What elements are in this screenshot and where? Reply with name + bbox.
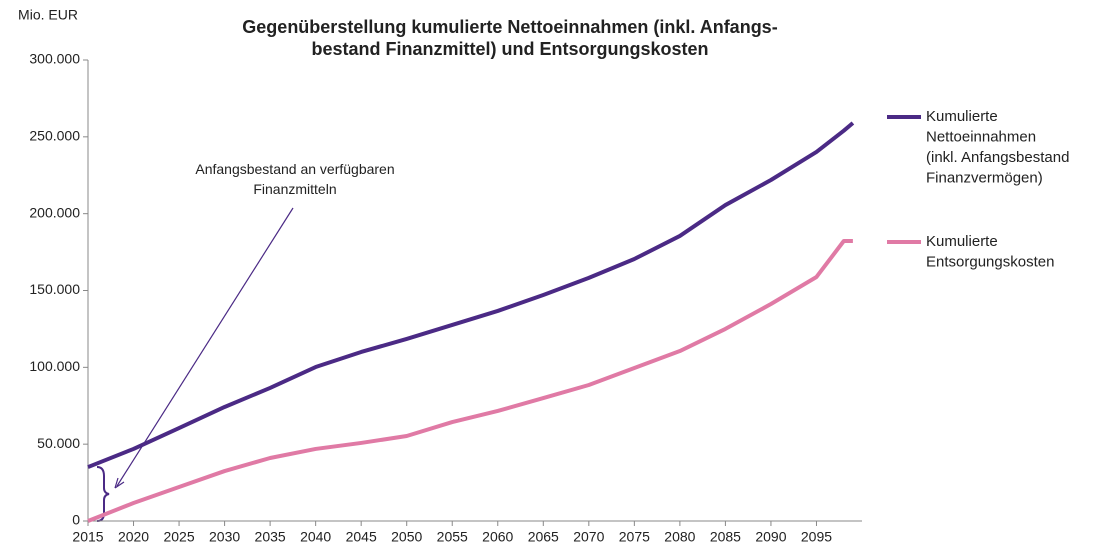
y-tick-label: 300.000 — [29, 51, 80, 67]
x-tick-label: 2060 — [482, 529, 513, 545]
y-tick-label: 100.000 — [29, 358, 80, 374]
x-tick-label: 2070 — [573, 529, 604, 545]
x-tick-label: 2065 — [528, 529, 559, 545]
y-axis-label: Mio. EUR — [18, 7, 78, 23]
x-tick-label: 2085 — [710, 529, 741, 545]
series-line — [87, 121, 855, 469]
x-tick-label: 2055 — [437, 529, 468, 545]
x-tick-label: 2040 — [300, 529, 331, 545]
x-tick-label: 2020 — [118, 529, 149, 545]
arrow-head — [114, 477, 125, 489]
annotation-arrow — [116, 207, 294, 487]
x-tick-label: 2090 — [755, 529, 786, 545]
legend-label: Kumulierte Entsorgungskosten — [926, 233, 1054, 271]
annotation: Anfangsbestand an verfügbaren Finanzmitte… — [195, 161, 394, 197]
x-tick-label: 2095 — [801, 529, 832, 545]
x-tick-label: 2080 — [664, 529, 695, 545]
x-tick-label: 2050 — [391, 529, 422, 545]
y-tick-label: 200.000 — [29, 204, 80, 220]
y-tick-label: 50.000 — [37, 435, 80, 451]
chart-title: Gegenüberstellung kumulierte Nettoeinnah… — [242, 17, 777, 59]
series-line — [87, 239, 853, 523]
x-tick-label: 2045 — [346, 529, 377, 545]
y-tick-label: 150.000 — [29, 281, 80, 297]
legend-label: Kumulierte Nettoeinnahmen (inkl. Anfangsbe… — [926, 108, 1069, 187]
x-tick-label: 2025 — [163, 529, 194, 545]
x-tick-label: 2015 — [72, 529, 103, 545]
y-tick-label: 0 — [72, 512, 80, 528]
x-tick-label: 2035 — [255, 529, 286, 545]
y-tick-label: 250.000 — [29, 128, 80, 144]
x-tick-label: 2075 — [619, 529, 650, 545]
x-tick-label: 2030 — [209, 529, 240, 545]
